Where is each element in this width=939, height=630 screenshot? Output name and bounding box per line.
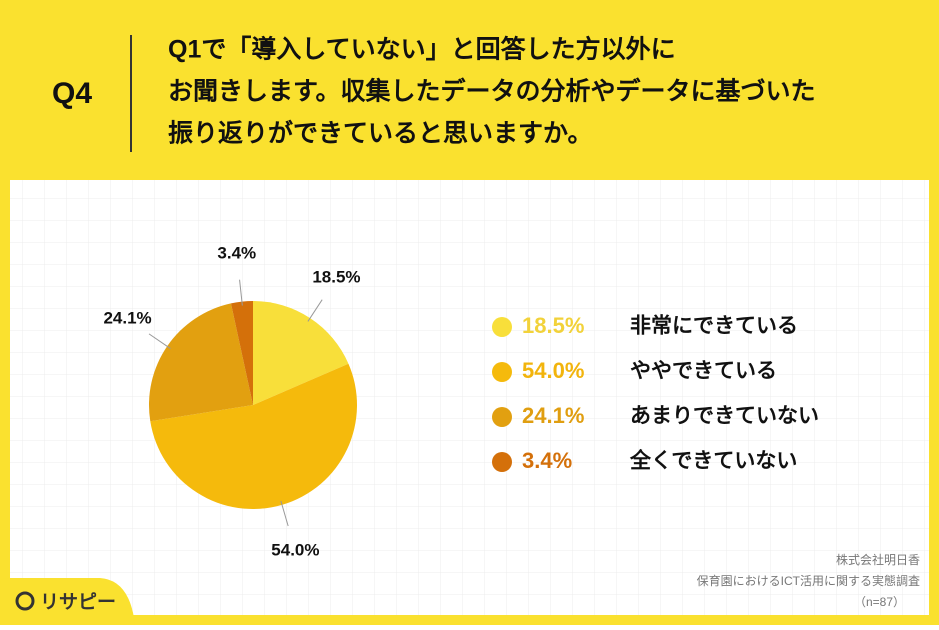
legend-value: 3.4% — [522, 448, 572, 473]
legend-label: あまりできていない — [630, 405, 819, 428]
logo-icon — [15, 591, 35, 611]
question-number: Q4 — [52, 77, 92, 110]
leader-line — [280, 500, 289, 527]
leader-line — [239, 279, 243, 306]
panel-grid — [10, 180, 929, 615]
leader-line — [307, 299, 323, 322]
question-line: お聞きします。収集したデータの分析やデータに基づいた — [168, 77, 816, 106]
chart: 18.5% 18.5% 非常にできている 54.0% 54.0% ややできている 24.1%… — [103, 243, 819, 559]
data-label: 54.0% — [271, 540, 319, 559]
legend-value: 54.0% — [522, 358, 584, 383]
leader-line — [148, 333, 171, 349]
legend-label: 全くできていない — [629, 449, 797, 473]
data-label: 24.1% — [103, 309, 151, 328]
pie-slice — [253, 301, 349, 405]
logo-badge — [0, 578, 135, 625]
legend-value: 18.5% — [522, 313, 584, 338]
data-label: 18.5% — [312, 267, 360, 286]
pie-slice — [149, 303, 253, 422]
legend-value: 24.1% — [522, 403, 584, 428]
logo-text: リサピー — [40, 591, 116, 613]
source: 株式会社明日香 — [836, 552, 920, 567]
legend-marker — [492, 362, 512, 382]
question-line: Q1で「導入していない」と回答した方以外に — [168, 35, 676, 64]
legend-marker — [492, 452, 512, 472]
legend-label: 非常にできている — [630, 314, 798, 338]
legend-marker — [492, 317, 512, 337]
pie-slice — [150, 363, 357, 509]
source: （n=87） — [854, 595, 905, 609]
question-line: 振り返りができていると思いますか。 — [168, 119, 593, 148]
legend-label: ややできている — [630, 360, 777, 383]
legend-marker — [492, 407, 512, 427]
source: 保育園におけるICT活用に関する実態調査 — [697, 573, 920, 588]
pie-slice — [230, 301, 253, 405]
data-label: 3.4% — [217, 243, 256, 262]
